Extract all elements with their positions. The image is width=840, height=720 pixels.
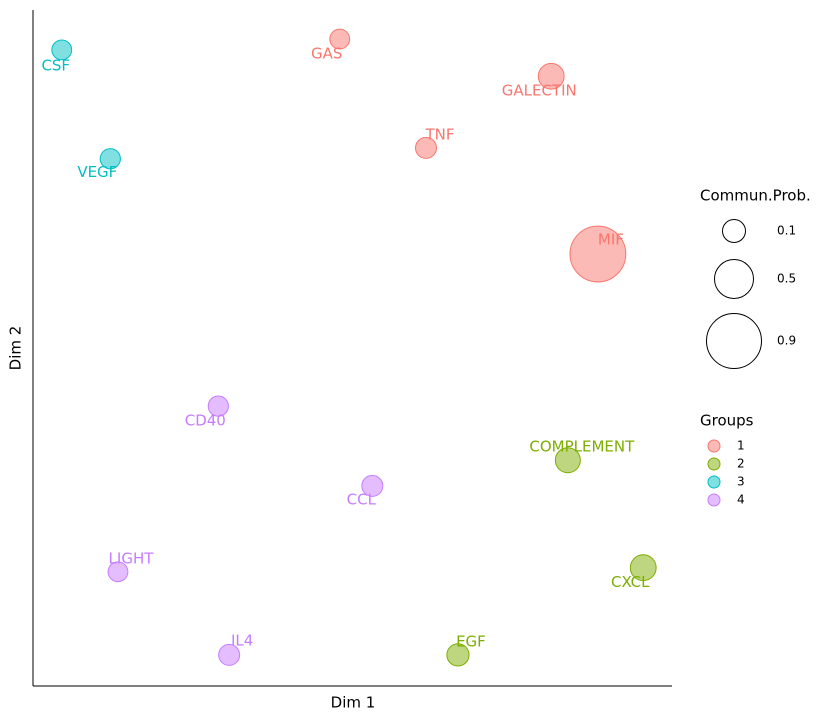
- legend-label: 4: [737, 493, 745, 507]
- legend-key: [707, 475, 721, 489]
- point: [51, 39, 73, 61]
- size-legend-key: [722, 219, 746, 243]
- point: [629, 554, 657, 582]
- point: [107, 561, 129, 583]
- point-label: LIGHT: [109, 549, 155, 567]
- size-legend-title: Commun.Prob.: [700, 187, 811, 205]
- point-label: IL4: [231, 631, 253, 649]
- legend-key: [707, 439, 721, 453]
- point: [207, 395, 229, 417]
- point-label: GALECTIN: [502, 82, 577, 100]
- point-label: CXCL: [611, 573, 650, 591]
- point: [554, 447, 581, 474]
- size-legend-label: 0.5: [777, 272, 796, 286]
- legend-label: 3: [737, 475, 745, 489]
- point: [446, 643, 470, 667]
- point: [218, 643, 241, 666]
- point: [537, 62, 565, 90]
- point-label: MIF: [598, 231, 624, 249]
- point: [414, 136, 437, 159]
- size-legend-label: 0.1: [777, 224, 796, 238]
- x-axis-label: Dim 1: [331, 694, 376, 712]
- size-legend-key: [714, 259, 754, 299]
- point-label: COMPLEMENT: [529, 438, 635, 456]
- point-label: CD40: [185, 412, 226, 430]
- point-label: CCL: [347, 490, 377, 508]
- point-label: CSF: [41, 56, 70, 74]
- point-label: GAS: [311, 45, 342, 63]
- size-legend-key: [706, 313, 762, 369]
- point: [361, 474, 384, 497]
- legend-label: 1: [737, 439, 745, 453]
- point: [99, 148, 121, 170]
- legend-key: [707, 457, 721, 471]
- point: [329, 28, 351, 50]
- size-legend-label: 0.9: [777, 334, 796, 348]
- point-label: TNF: [424, 125, 454, 143]
- y-axis-label: Dim 2: [7, 326, 25, 371]
- point-label: EGF: [456, 632, 486, 650]
- point: [569, 225, 627, 283]
- group-legend-title: Groups: [700, 412, 754, 430]
- point-label: VEGF: [77, 163, 117, 181]
- legend-key: [707, 493, 721, 507]
- legend-label: 2: [737, 457, 745, 471]
